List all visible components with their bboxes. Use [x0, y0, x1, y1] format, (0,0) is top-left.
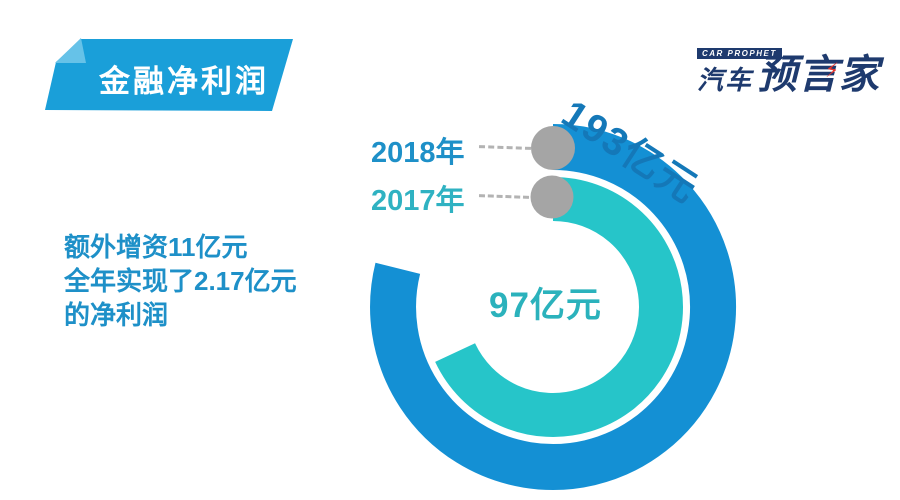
- arc-2017-start-cap-dot: [530, 175, 574, 219]
- arc-2018-start-cap-dot: [531, 126, 575, 170]
- title-ribbon: 金融净利润: [40, 33, 302, 115]
- label-year-2018: 2018年: [371, 137, 465, 169]
- value-label-2017: 97亿元: [489, 286, 602, 325]
- brand-name-small: 汽车: [697, 65, 754, 95]
- description-line-1: 额外增资11亿元: [64, 232, 248, 262]
- arc-2017: [435, 177, 683, 437]
- brand-name-large: 预言家: [757, 53, 880, 97]
- label-year-2017: 2017年: [371, 185, 465, 217]
- description-line-2: 全年实现了2.17亿元: [64, 266, 297, 296]
- brand-badge: CAR PROPHET: [697, 48, 782, 59]
- arc-2018: [370, 124, 737, 490]
- ribbon-shape: [45, 39, 293, 111]
- description-text: 额外增资11亿元 全年实现了2.17亿元 的净利润: [64, 230, 364, 332]
- brand-logo: CAR PROPHET 汽车 预言家 ⚡: [695, 40, 879, 98]
- lightning-bolt-icon: ⚡: [825, 60, 840, 82]
- page-title: 金融净利润: [99, 64, 269, 99]
- description-line-3: 的净利润: [64, 300, 169, 330]
